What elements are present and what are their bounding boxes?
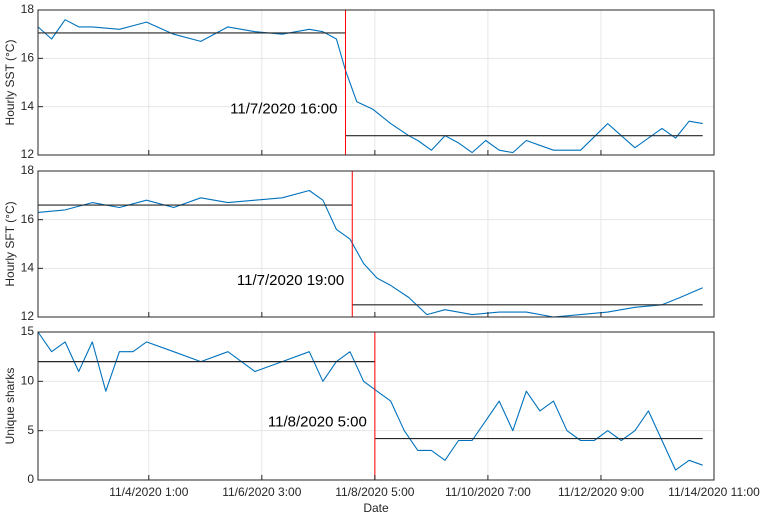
x-tick-label-3: 11/10/2020 7:00 <box>445 485 531 499</box>
change-point-label-3: 11/8/2020 5:00 <box>268 414 367 431</box>
y-tick-label-3-2: 10 <box>21 374 35 388</box>
axes-frame-3 <box>37 331 715 481</box>
series-line-2 <box>37 189 703 318</box>
axes-frame-1 <box>37 9 715 156</box>
series-line-3 <box>37 331 703 471</box>
series-line-1 <box>37 19 703 154</box>
y-tick-label-1-1: 14 <box>21 99 35 113</box>
y-tick-label-2-3: 18 <box>21 163 35 177</box>
y-tick-label-3-1: 5 <box>27 423 34 437</box>
y-tick-label-2-0: 12 <box>21 309 35 323</box>
x-tick-label-2: 11/8/2020 5:00 <box>335 485 415 499</box>
change-point-label-1: 11/7/2020 16:00 <box>230 101 337 118</box>
x-axis-label: Date <box>363 501 389 515</box>
change-point-label-2: 11/7/2020 19:00 <box>237 272 344 289</box>
axes-frame-2 <box>37 170 715 318</box>
x-tick-label-5: 11/14/2020 11:00 <box>668 485 760 499</box>
y-axis-label-3: Unique sharks <box>3 368 17 445</box>
y-tick-label-1-2: 16 <box>21 51 35 65</box>
x-tick-label-4: 11/12/2020 9:00 <box>558 485 644 499</box>
y-axis-label-2: Hourly SFT (°C) <box>3 201 17 286</box>
y-tick-label-2-1: 14 <box>21 261 35 275</box>
y-axis-label-1: Hourly SST (°C) <box>3 40 17 126</box>
x-tick-label-1: 11/6/2020 3:00 <box>222 485 302 499</box>
y-tick-label-3-0: 0 <box>27 472 34 486</box>
x-tick-label-0: 11/4/2020 1:00 <box>109 485 189 499</box>
y-tick-label-1-3: 18 <box>21 2 35 16</box>
y-tick-label-2-2: 16 <box>21 212 35 226</box>
y-tick-label-1-0: 12 <box>21 147 35 161</box>
y-tick-label-3-3: 15 <box>21 324 35 338</box>
